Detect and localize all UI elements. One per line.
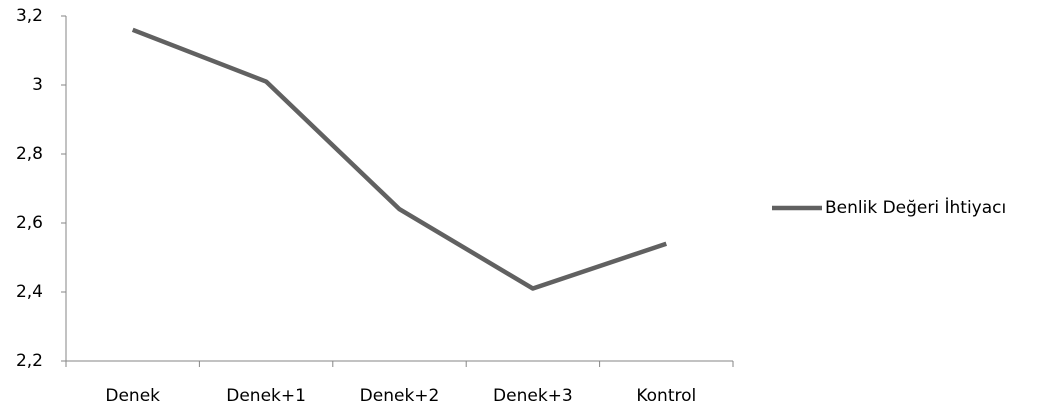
y-tick-label: 2,8	[16, 144, 43, 164]
series-line	[131, 27, 668, 291]
y-tick-label: 3,2	[16, 6, 43, 26]
x-tick-label: Denek+1	[226, 386, 306, 406]
x-tick-label: Denek+2	[360, 386, 440, 406]
y-tick-label: 2,6	[16, 213, 43, 233]
y-tick-label: 3	[32, 75, 43, 95]
x-tick-label: Kontrol	[636, 386, 696, 406]
x-tick-label: Denek	[105, 386, 160, 406]
y-tick-label: 2,4	[16, 282, 43, 302]
legend-label: Benlik Değeri İhtiyacı	[825, 197, 1006, 218]
y-tick-label: 2,2	[16, 351, 43, 371]
x-tick-label: Denek+3	[493, 386, 573, 406]
